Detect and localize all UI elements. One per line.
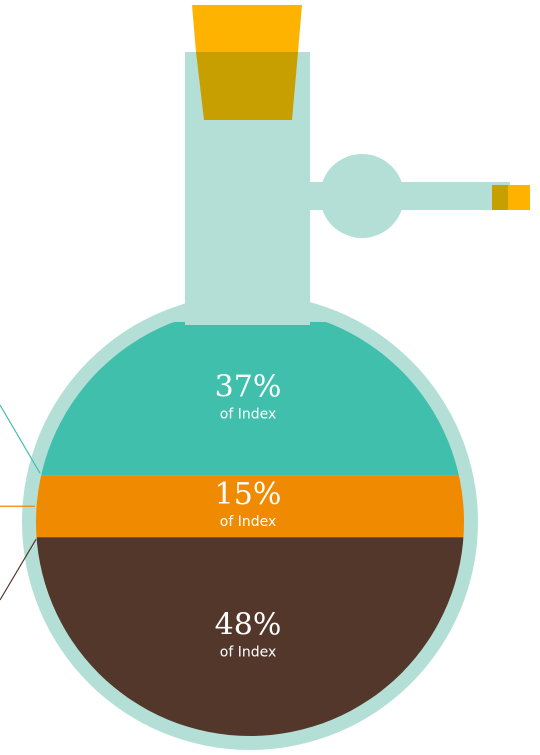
stopper <box>192 5 302 52</box>
sublabel: of Index <box>220 407 277 423</box>
value-label: 15% <box>215 477 282 512</box>
value-label: 37% <box>215 370 282 405</box>
stopper-inside <box>196 52 298 120</box>
neck <box>185 5 310 325</box>
side-cap-overlap <box>492 185 508 210</box>
side-bulb <box>320 154 404 238</box>
value-label: 48% <box>215 608 282 643</box>
sublabel: of Index <box>220 645 277 661</box>
sublabel: of Index <box>220 514 277 530</box>
infographic: 37% of Index 15% of Index 48% of Index <box>0 0 540 755</box>
connector <box>0 405 40 473</box>
